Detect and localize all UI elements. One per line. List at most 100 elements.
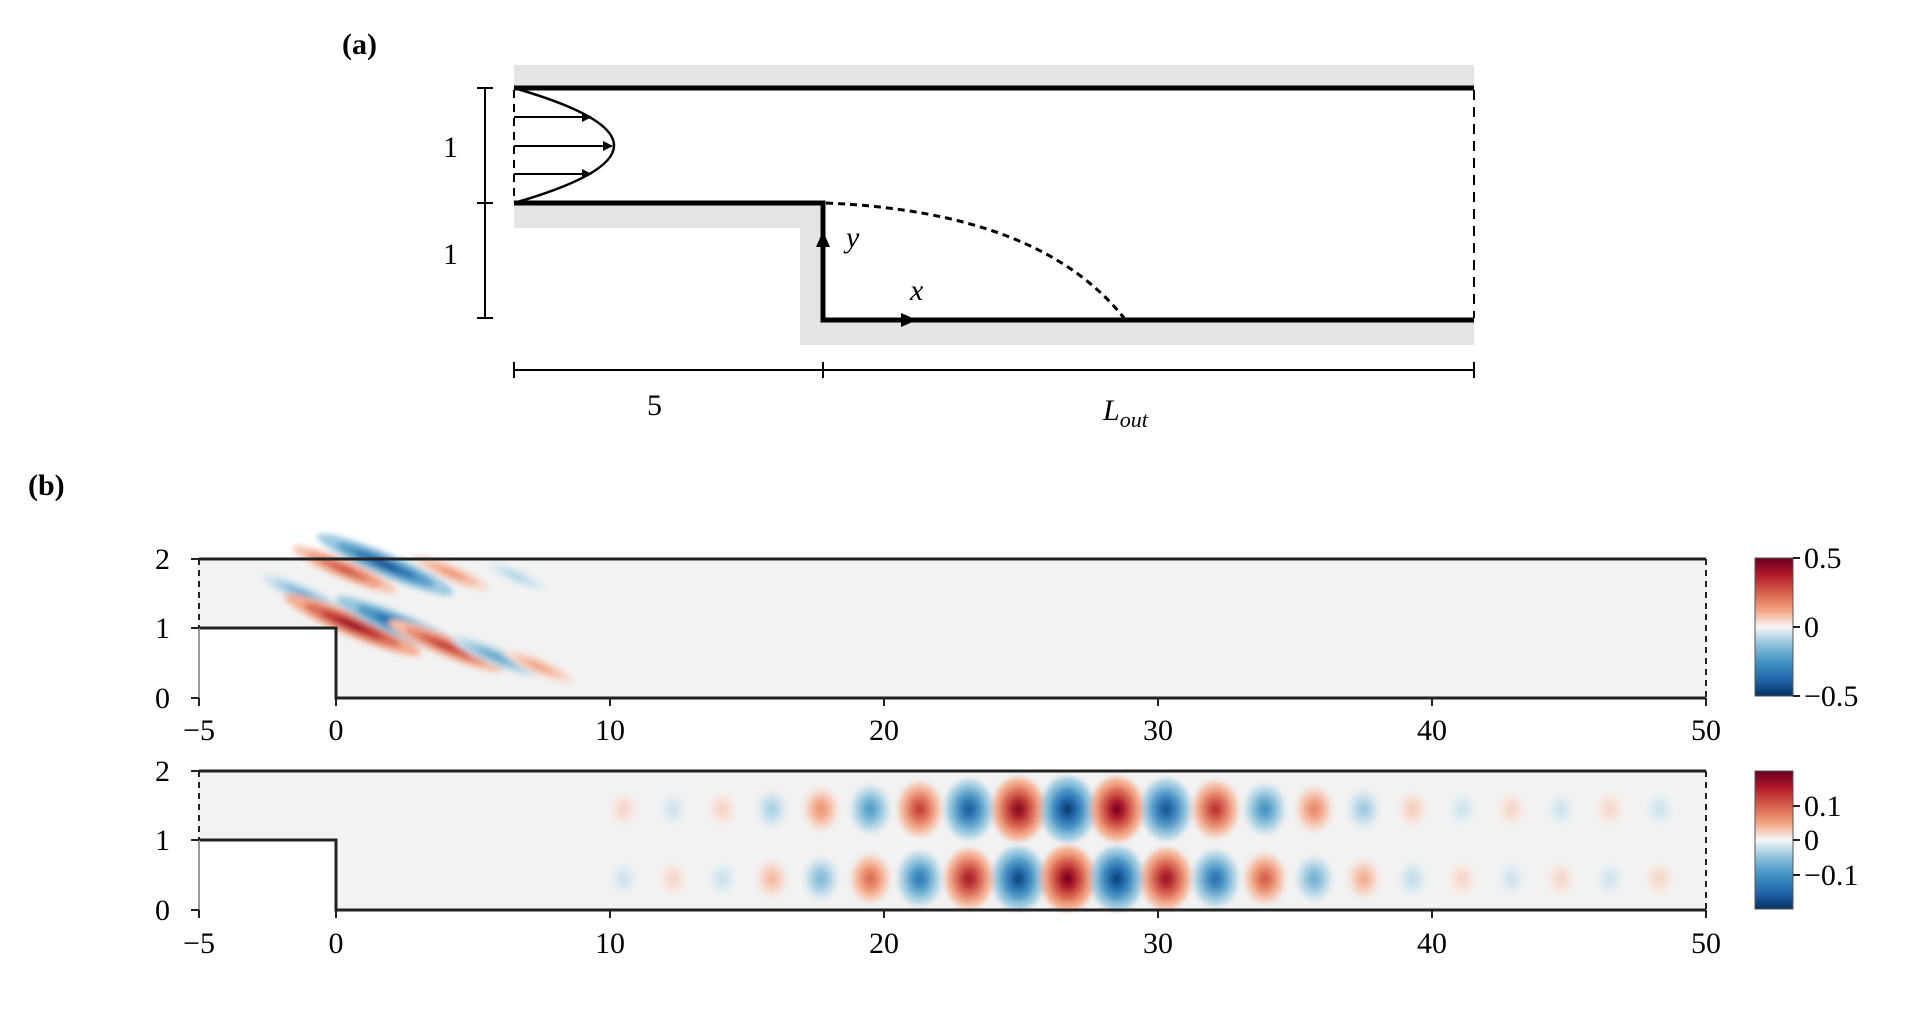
inflow-profile xyxy=(513,86,616,205)
positive-structure xyxy=(1558,875,1564,883)
positive-structure xyxy=(1310,804,1318,814)
heatmap-top-x-tick-labels: −5 0 10 20 30 40 50 xyxy=(183,714,1721,747)
negative-structure xyxy=(1211,873,1220,885)
negative-structure xyxy=(670,805,676,813)
positive-structure xyxy=(1459,875,1465,883)
negative-structure xyxy=(1062,802,1073,816)
x-tick-label: −5 xyxy=(183,927,215,960)
panel-a-label: (a) xyxy=(342,28,377,61)
positive-structure xyxy=(817,805,825,814)
positive-structure xyxy=(1062,872,1073,886)
heatmap-bottom-y-tick-labels: 2 1 0 xyxy=(155,755,170,927)
heatmap-top: −5 0 10 20 30 40 50 2 1 0 xyxy=(155,533,1721,747)
negative-structure xyxy=(964,803,974,815)
colorbar-top-gradient xyxy=(1754,557,1794,697)
negative-structure xyxy=(1607,875,1613,883)
positive-structure xyxy=(1360,874,1367,883)
negative-structure xyxy=(1013,872,1024,885)
x-tick-label: 40 xyxy=(1417,927,1447,960)
y-axis-label: y xyxy=(843,221,860,254)
colorbar-bottom-max-label: 0.1 xyxy=(1804,790,1842,823)
negative-structure xyxy=(1410,875,1416,883)
separation-line xyxy=(825,201,1126,319)
inlet-length-label: 5 xyxy=(647,389,662,422)
positive-structure xyxy=(333,564,355,575)
colorbar-top-min-label: −0.5 xyxy=(1804,680,1858,713)
colorbar-top-zero-label: 0 xyxy=(1804,611,1819,644)
negative-structure xyxy=(294,590,312,598)
x-tick-label: 0 xyxy=(329,714,344,747)
positive-structure xyxy=(1111,802,1122,816)
negative-structure xyxy=(1508,875,1515,883)
heatmap-bottom-x-tick-labels: −5 0 10 20 30 40 50 xyxy=(183,927,1721,960)
positive-structure xyxy=(964,872,974,885)
top-wall-shade xyxy=(514,65,1474,89)
positive-structure xyxy=(434,640,458,652)
step-wall-shade xyxy=(514,203,1474,345)
negative-structure xyxy=(817,874,825,883)
positive-structure xyxy=(1161,872,1171,885)
colorbar-bottom-zero-label: 0 xyxy=(1804,824,1819,857)
x-tick-label: 10 xyxy=(595,714,625,747)
negative-structure xyxy=(768,805,775,813)
negative-structure xyxy=(371,558,399,571)
x-tick-label: 0 xyxy=(329,927,344,960)
negative-structure xyxy=(486,652,504,661)
negative-structure xyxy=(1459,805,1465,813)
colorbar-bottom-min-label: −0.1 xyxy=(1804,859,1858,892)
y-tick-label: 1 xyxy=(155,612,170,645)
x-tick-label: 30 xyxy=(1143,714,1173,747)
heatmap-top-background xyxy=(199,559,1706,697)
inlet-height-label: 1 xyxy=(443,131,458,164)
negative-structure xyxy=(1260,804,1269,815)
heatmap-bottom-cells xyxy=(610,777,1674,911)
negative-structure xyxy=(1161,803,1171,816)
negative-structure xyxy=(1111,872,1122,885)
positive-structure xyxy=(866,874,875,884)
negative-structure xyxy=(510,573,523,580)
panel-b-label: (b) xyxy=(28,469,65,502)
negative-structure xyxy=(621,875,627,883)
colorbar-top: 0.5 0 −0.5 xyxy=(1754,542,1858,713)
y-tick-label: 1 xyxy=(155,824,170,857)
x-tick-label: 10 xyxy=(595,927,625,960)
x-tick-label: 50 xyxy=(1691,927,1721,960)
x-tick-label: 20 xyxy=(869,714,899,747)
positive-structure xyxy=(719,805,726,813)
heatmap-top-y-tick-labels: 2 1 0 xyxy=(155,543,170,715)
panel-a: (a) y x 1 1 5 Lout xyxy=(342,28,1475,432)
colorbar-top-max-label: 0.5 xyxy=(1804,542,1842,575)
outlet-length-label: Lout xyxy=(1102,394,1149,432)
positive-structure xyxy=(670,875,676,883)
positive-structure xyxy=(1508,805,1515,813)
x-tick-label: 30 xyxy=(1143,927,1173,960)
colorbar-bottom: 0.1 0 −0.1 xyxy=(1754,770,1858,910)
y-tick-label: 0 xyxy=(155,682,170,715)
y-tick-label: 2 xyxy=(155,543,170,576)
positive-structure xyxy=(1211,803,1220,815)
heatmap-bottom-axis-ticks xyxy=(191,770,1707,918)
x-tick-label: 40 xyxy=(1417,714,1447,747)
heatmap-top-step xyxy=(199,626,1706,700)
positive-structure xyxy=(915,803,924,815)
heatmap-top-axis-ticks xyxy=(191,558,1707,706)
positive-structure xyxy=(1410,805,1416,813)
positive-structure xyxy=(1656,875,1663,883)
heatmap-bottom-step xyxy=(199,838,1706,912)
y-tick-label: 0 xyxy=(155,894,170,927)
x-tick-label: 50 xyxy=(1691,714,1721,747)
positive-structure xyxy=(1607,805,1613,813)
x-axis-label: x xyxy=(909,274,924,307)
positive-structure xyxy=(338,618,367,632)
heatmap-bottom: −5 0 10 20 30 40 50 2 1 0 xyxy=(155,755,1721,960)
heatmap-bottom-solid xyxy=(199,840,336,910)
positive-structure xyxy=(1013,803,1024,816)
positive-structure xyxy=(621,805,627,813)
x-tick-label: −5 xyxy=(183,714,215,747)
negative-structure xyxy=(719,875,726,883)
step-height-label: 1 xyxy=(443,238,458,271)
heatmap-top-solid xyxy=(199,628,336,698)
negative-structure xyxy=(866,804,875,814)
colorbar-bottom-gradient xyxy=(1754,770,1794,910)
